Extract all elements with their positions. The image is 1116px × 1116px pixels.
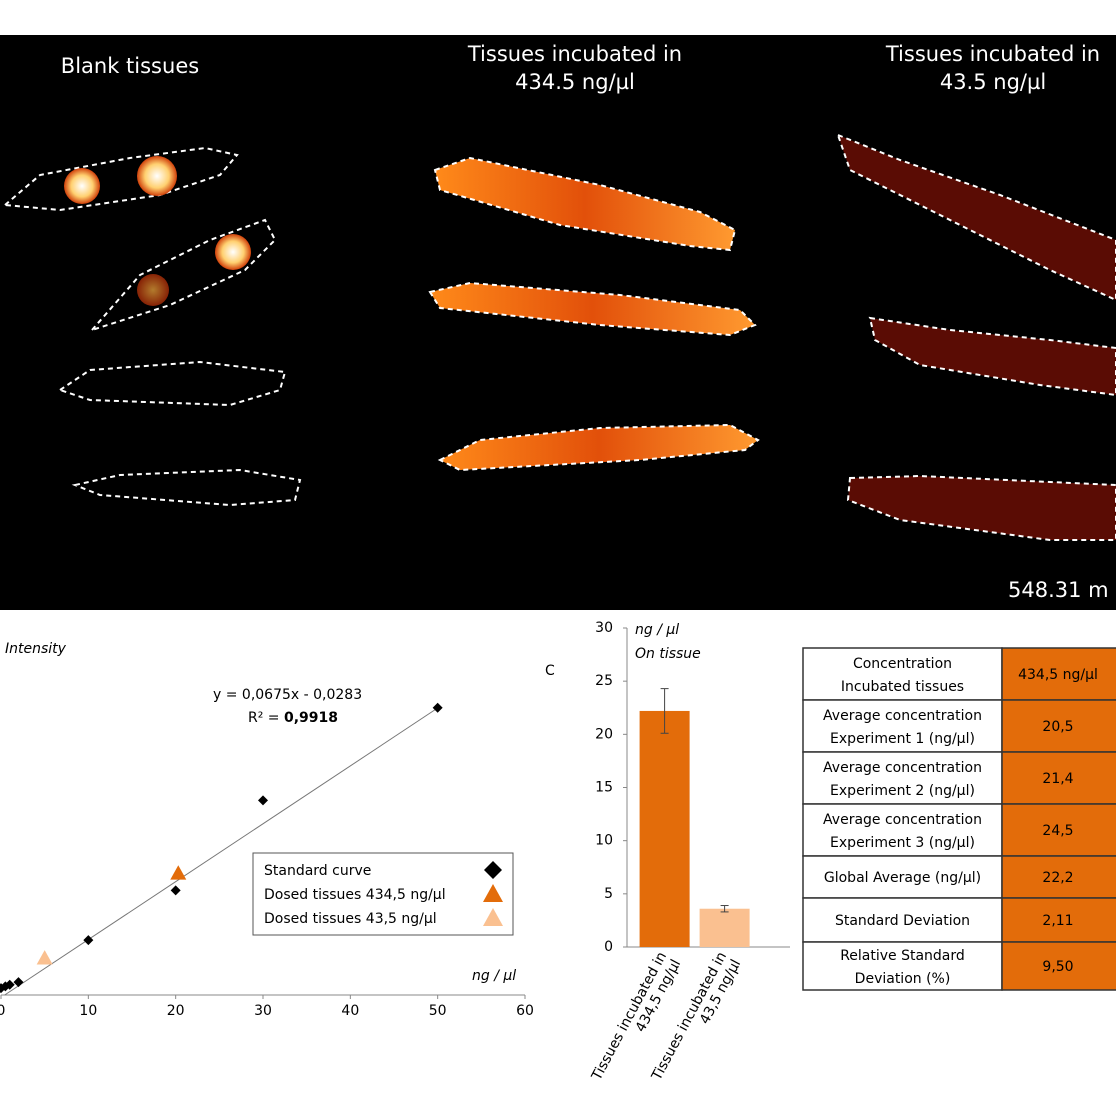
trendline [4, 707, 438, 996]
y-tick-label: 30 [595, 620, 613, 636]
r2-label: R² = 0,9918 [248, 710, 338, 726]
legend-label: Standard curve [264, 863, 371, 879]
legend-label: Dosed tissues 43,5 ng/µl [264, 911, 437, 927]
table-label: Average concentration Experiment 1 (ng/µl… [823, 708, 982, 747]
table-label-cell [802, 699, 1003, 753]
legend-marker [483, 884, 503, 902]
image-label: Blank tissues [61, 54, 199, 78]
triangle-point [170, 865, 187, 880]
y-tick-label: 25 [595, 673, 613, 689]
scale-text: 548.31 m [1008, 578, 1109, 602]
table-value-cell [1001, 855, 1116, 899]
y-axis-title: Intensity [5, 641, 67, 657]
y-tick-label: 10 [595, 833, 613, 849]
diamond-point [13, 977, 24, 988]
table-label: Concentration Incubated tissues [841, 656, 964, 695]
y-tick-label: 20 [595, 726, 613, 742]
table-value: 2,11 [1042, 913, 1073, 929]
x-tick-label: 30 [254, 1003, 272, 1019]
y-tick-label: 5 [604, 886, 613, 902]
diamond-point [432, 702, 443, 713]
legend-box [252, 852, 514, 936]
legend-marker [484, 861, 502, 879]
x-tick-label: 60 [516, 1003, 534, 1019]
panel-label: C [545, 663, 555, 679]
diamond-point [83, 935, 94, 946]
image-label: 434.5 ng/µl [515, 70, 635, 94]
table-value-cell [1001, 751, 1116, 805]
table-label: Relative Standard Deviation (%) [840, 948, 965, 987]
x-tick-label: 20 [167, 1003, 185, 1019]
bar [699, 908, 750, 947]
table-label: Average concentration Experiment 2 (ng/µl… [823, 760, 982, 799]
table-value: 24,5 [1042, 823, 1073, 839]
r2-prefix: R² = [248, 710, 284, 726]
table-value: 22,2 [1042, 870, 1073, 886]
diamond-point [258, 795, 268, 806]
table-label-cell [802, 751, 1003, 805]
image-label: 43.5 ng/µl [940, 70, 1046, 94]
x-tick-label: 0 [0, 1003, 5, 1019]
x-tick-label: 10 [79, 1003, 97, 1019]
x-tick-label: 50 [429, 1003, 447, 1019]
trendline-label: y = 0,0675x - 0,0283 [213, 687, 362, 703]
table-label-cell [802, 941, 1003, 991]
triangle-point [36, 950, 53, 965]
x-axis-title: ng / µl [472, 968, 516, 984]
x-tick-label: 40 [341, 1003, 359, 1019]
legend-label: Dosed tissues 434,5 ng/µl [264, 887, 446, 903]
image-label: Tissues incubated in [885, 42, 1100, 66]
bar [639, 710, 690, 947]
table-label: Global Average (ng/µl) [824, 870, 981, 886]
image-label: Tissues incubated in [467, 42, 682, 66]
table-value-cell [1001, 941, 1116, 991]
y-tick-label: 0 [604, 939, 613, 955]
table-value: 20,5 [1042, 719, 1073, 735]
table-value-cell [1001, 647, 1116, 701]
table-label: Standard Deviation [835, 913, 970, 929]
tissue-image [0, 35, 1116, 610]
r2-value: 0,9918 [284, 710, 338, 726]
legend-marker [483, 908, 503, 926]
diamond-point [4, 979, 15, 990]
diamond-point [170, 885, 181, 896]
table-label: Average concentration Experiment 3 (ng/µl… [823, 812, 982, 851]
y-tick-label: 15 [595, 780, 613, 796]
table-value: 21,4 [1042, 771, 1073, 787]
y-axis-title: ng / µl [635, 622, 679, 638]
table-value: 9,50 [1042, 959, 1073, 975]
table-value: 434,5 ng/µl [1018, 667, 1098, 683]
table-label-cell [802, 647, 1003, 701]
subtitle: On tissue [635, 646, 701, 662]
